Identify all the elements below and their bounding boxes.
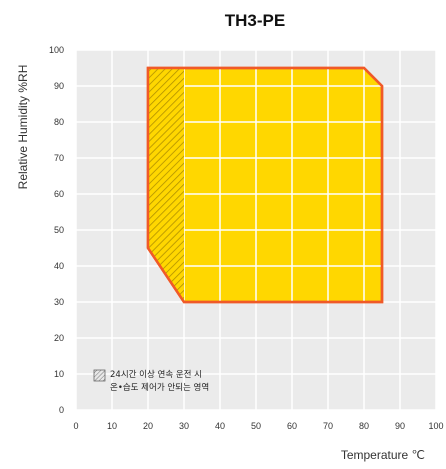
x-tick-label: 0 [73, 421, 78, 431]
region-inner-gridlines [148, 68, 382, 302]
y-tick-label: 20 [54, 333, 64, 343]
x-tick-label: 100 [428, 421, 443, 431]
y-tick-label: 90 [54, 81, 64, 91]
x-tick-label: 80 [359, 421, 369, 431]
y-tick-label: 60 [54, 189, 64, 199]
y-axis-ticks: 0 10 20 30 40 50 60 70 80 90 100 [49, 45, 64, 415]
y-axis-label: Relative Humidity %RH [16, 65, 30, 190]
legend-swatch [93, 369, 106, 382]
y-tick-label: 40 [54, 261, 64, 271]
x-axis-ticks: 0 10 20 30 40 50 60 70 80 90 100 [73, 421, 443, 431]
x-tick-label: 60 [287, 421, 297, 431]
x-tick-label: 30 [179, 421, 189, 431]
y-tick-label: 30 [54, 297, 64, 307]
y-tick-label: 80 [54, 117, 64, 127]
legend: 24시간 이상 연속 운전 시 온•습도 제어가 안되는 영역 [93, 369, 209, 393]
chart-title: TH3-PE [225, 11, 285, 30]
x-tick-label: 10 [107, 421, 117, 431]
y-tick-label: 100 [49, 45, 64, 55]
x-tick-label: 90 [395, 421, 405, 431]
legend-line-2: 온•습도 제어가 안되는 영역 [110, 382, 209, 393]
x-tick-label: 50 [251, 421, 261, 431]
x-tick-label: 70 [323, 421, 333, 431]
operating-region-outline [146, 66, 384, 304]
y-tick-label: 10 [54, 369, 64, 379]
y-tick-label: 70 [54, 153, 64, 163]
x-axis-label: Temperature ℃ [341, 448, 425, 462]
hatched-region [148, 68, 184, 302]
x-tick-label: 40 [215, 421, 225, 431]
legend-line-1: 24시간 이상 연속 운전 시 [110, 369, 202, 380]
y-tick-label: 0 [59, 405, 64, 415]
x-tick-label: 20 [143, 421, 153, 431]
y-tick-label: 50 [54, 225, 64, 235]
